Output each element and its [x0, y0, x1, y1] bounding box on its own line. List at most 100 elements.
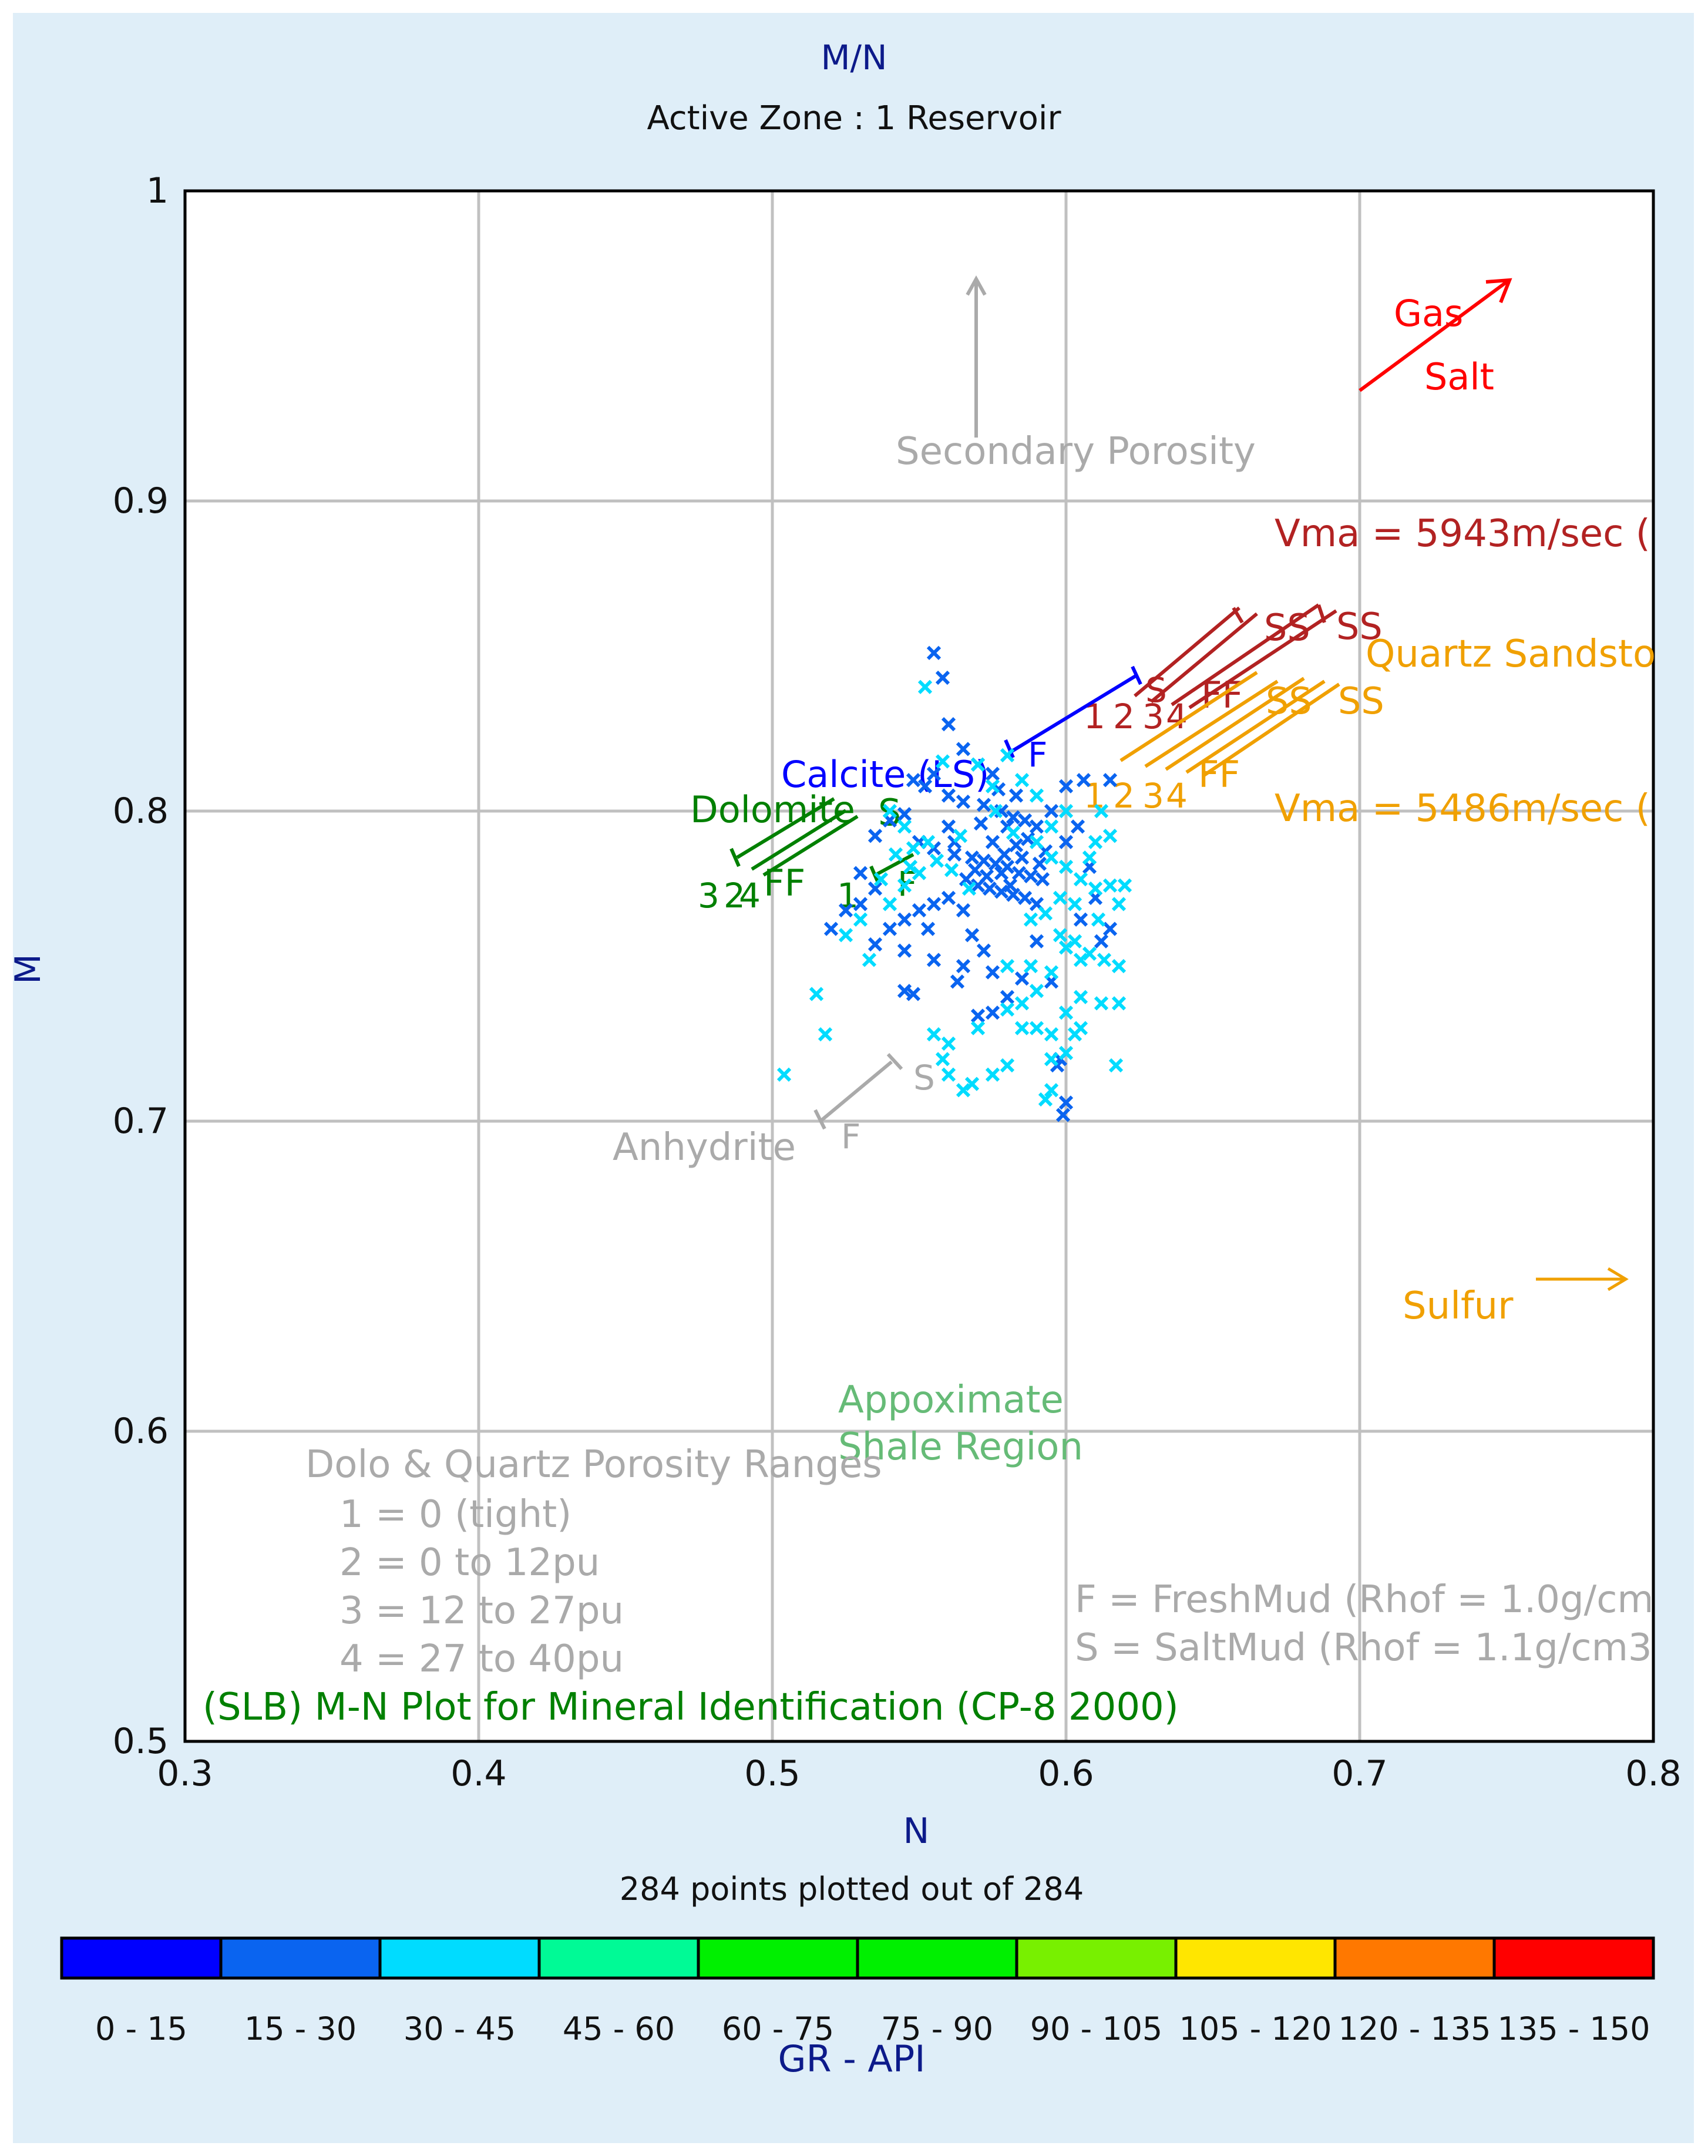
data-point: [897, 943, 912, 958]
colorbar-label: 45 - 60: [563, 2010, 675, 2047]
anhydrite-line: [813, 1052, 903, 1130]
data-point: [985, 835, 1000, 849]
data-point: [1044, 1027, 1059, 1042]
gas-label: Gas: [1394, 292, 1463, 335]
data-point: [985, 766, 1000, 781]
plot-border: [183, 189, 1655, 1743]
data-point: [947, 847, 962, 862]
data-point: [941, 788, 956, 803]
data-point: [882, 921, 897, 936]
data-point: [1017, 890, 1033, 905]
data-point: [964, 1077, 980, 1091]
quartz-sandstone-label: Quartz Sandsto: [1366, 633, 1656, 676]
sandstone-high-lines: [1134, 603, 1337, 709]
colorbar-swatch: [697, 1936, 859, 1980]
secondary-porosity-label: Secondary Porosity: [896, 430, 1256, 473]
colorbar-swatch: [1492, 1936, 1655, 1980]
data-point: [1088, 881, 1103, 896]
data-point: [956, 1083, 971, 1098]
data-point: [1082, 850, 1097, 865]
data-point: [882, 897, 897, 911]
data-point: [1006, 825, 1021, 840]
data-point: [888, 847, 903, 862]
colorbar-label: 0 - 15: [95, 2010, 187, 2047]
data-point: [1058, 803, 1074, 819]
data-point: [950, 974, 965, 989]
data-point: [967, 863, 983, 877]
data-point: [926, 645, 942, 660]
data-point: [1023, 869, 1038, 884]
data-point: [868, 937, 883, 952]
data-point: [985, 779, 1000, 793]
data-point: [903, 859, 918, 874]
data-point: [1053, 928, 1068, 943]
data-point: [941, 717, 956, 732]
data-point: [906, 773, 921, 788]
data-point: [961, 881, 977, 896]
data-point: [935, 754, 950, 769]
y-axis-label: M: [8, 954, 49, 984]
data-point: [1108, 1058, 1124, 1073]
data-point: [941, 1067, 956, 1082]
data-point: [1029, 788, 1044, 803]
data-point: [985, 965, 1000, 980]
shale-label-line-1: Appoximate: [838, 1378, 1064, 1422]
plot-footer: (SLB) M-N Plot for Mineral Identificatio…: [203, 1686, 1179, 1729]
porosity-range-title: Dolo & Quartz Porosity Ranges: [305, 1443, 882, 1486]
sandstone-low-n2: 2: [1113, 776, 1135, 816]
data-point: [868, 881, 883, 896]
y-tick-label: 0.8: [113, 791, 169, 832]
sandstone-high-n1: 1: [1084, 697, 1105, 736]
data-point: [1008, 837, 1024, 853]
x-tick-labels: 0.3 0.4 0.5 0.6 0.7 0.8: [157, 1753, 1681, 1794]
data-point: [973, 816, 989, 831]
data-point: [1111, 897, 1127, 911]
data-point: [818, 1027, 833, 1042]
data-point: [1038, 1092, 1053, 1107]
data-point: [1000, 1058, 1015, 1073]
data-point: [1017, 813, 1033, 828]
colorbar-label: 60 - 75: [722, 2010, 834, 2047]
colorbar-label: 75 - 90: [881, 2010, 993, 2047]
gas-salt-arrow: [1359, 279, 1509, 392]
x-axis-label: N: [903, 1811, 930, 1852]
mud-legend-clip: F = FreshMud (Rhof = 1.0g/cm S = SaltMud…: [1075, 1578, 1654, 1670]
data-point: [1058, 1005, 1074, 1020]
data-point: [964, 928, 980, 943]
data-point: [1082, 946, 1097, 961]
grid-lines: [185, 191, 1653, 1741]
data-point: [1000, 748, 1015, 763]
data-point: [1070, 819, 1085, 834]
data-point: [1014, 850, 1030, 865]
data-point: [1014, 971, 1030, 986]
data-point: [838, 928, 853, 943]
data-point: [926, 1027, 942, 1042]
data-point: [926, 953, 942, 967]
fresh-mud-label: F = FreshMud (Rhof = 1.0g/cm: [1075, 1578, 1654, 1622]
data-point: [970, 757, 986, 772]
porosity-range-2: 2 = 0 to 12pu: [339, 1541, 600, 1585]
data-point: [1006, 810, 1021, 825]
anhydrite-s: S: [913, 1058, 935, 1098]
data-point: [935, 670, 950, 685]
data-point: [897, 984, 912, 998]
colorbar-label: 120 - 135: [1339, 2010, 1491, 2047]
data-point: [1044, 1083, 1059, 1098]
colorbar-swatch: [60, 1936, 223, 1980]
data-point: [1011, 866, 1027, 880]
gas-salt-arrowhead: [1485, 278, 1512, 304]
data-point: [1073, 912, 1088, 927]
data-point: [1008, 788, 1024, 803]
colorbar-title: GR - API: [778, 2037, 926, 2080]
x-tick-label: 0.8: [1625, 1753, 1681, 1794]
data-point: [912, 903, 927, 918]
data-point: [1006, 887, 1021, 902]
points-plotted-note: 284 points plotted out of 284: [620, 1871, 1084, 1908]
data-point: [941, 890, 956, 905]
data-point: [917, 680, 933, 694]
data-point: [1029, 1021, 1044, 1035]
data-point: [1029, 984, 1044, 998]
data-point: [982, 881, 997, 896]
data-point: [1094, 803, 1109, 819]
